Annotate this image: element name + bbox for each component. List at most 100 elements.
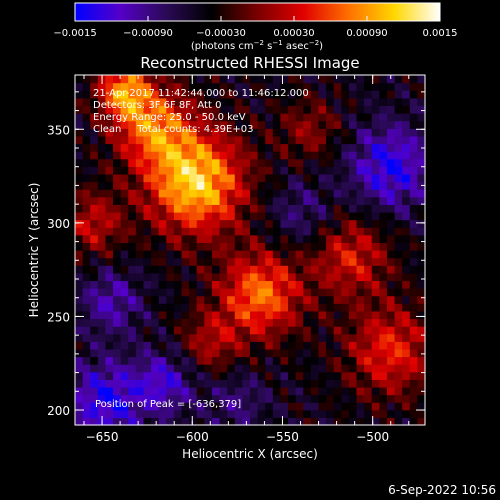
heatmap-cell	[356, 310, 365, 320]
heatmap-cell	[97, 257, 107, 266]
heatmap-cell	[75, 280, 84, 289]
heatmap-cell	[333, 257, 342, 266]
heatmap-cell	[310, 181, 320, 190]
heatmap-cell	[113, 234, 122, 243]
heatmap-cell	[166, 181, 175, 190]
heatmap-cell	[166, 288, 175, 297]
heatmap-cell	[394, 181, 403, 190]
heatmap-cell	[97, 204, 107, 213]
heatmap-cell	[105, 196, 114, 205]
heatmap-cell	[303, 128, 312, 137]
heatmap-cell	[173, 97, 183, 107]
heatmap-cell	[310, 379, 320, 388]
heatmap-cell	[394, 265, 403, 274]
heatmap-cell	[158, 135, 167, 145]
heatmap-cell	[189, 364, 198, 373]
heatmap-cell	[394, 394, 403, 403]
heatmap-cell	[326, 173, 335, 183]
heatmap-cell	[158, 234, 167, 243]
heatmap-cell	[402, 158, 411, 167]
heatmap-cell	[242, 318, 251, 327]
heatmap-cell	[90, 75, 99, 84]
heatmap-cell	[341, 143, 350, 152]
heatmap-cell	[257, 97, 266, 107]
heatmap-cell	[196, 211, 205, 221]
heatmap-cell	[379, 234, 388, 243]
heatmap-cell	[318, 227, 327, 236]
heatmap-cell	[128, 128, 137, 137]
heatmap-cell	[288, 379, 297, 388]
heatmap-cell	[326, 371, 335, 380]
heatmap-cell	[379, 303, 388, 312]
heatmap-cell	[90, 379, 99, 388]
heatmap-cell	[105, 371, 114, 380]
heatmap-cell	[318, 402, 327, 411]
heatmap-cell	[211, 227, 221, 236]
heatmap-cell	[371, 379, 380, 388]
heatmap-cell	[295, 310, 304, 320]
heatmap-cell	[82, 242, 91, 251]
heatmap-cell	[272, 105, 282, 114]
heatmap-cell	[120, 310, 129, 320]
heatmap-cell	[151, 394, 160, 403]
heatmap-cell	[295, 227, 304, 236]
heatmap-cell	[242, 280, 251, 289]
heatmap-cell	[105, 113, 114, 122]
heatmap-cell	[158, 356, 167, 365]
heatmap-cell	[196, 272, 205, 282]
heatmap-cell	[371, 341, 380, 350]
heatmap-cell	[181, 158, 190, 167]
heatmap-cell	[341, 204, 350, 213]
heatmap-cell	[173, 250, 183, 259]
heatmap-cell	[242, 326, 251, 335]
heatmap-cell	[288, 82, 297, 91]
heatmap-cell	[356, 280, 365, 289]
heatmap-cell	[75, 189, 84, 198]
heatmap-cell	[265, 211, 274, 221]
heatmap-cell	[257, 189, 266, 198]
heatmap-cell	[151, 234, 160, 243]
heatmap-cell	[280, 143, 289, 152]
heatmap-cell	[402, 204, 411, 213]
heatmap-cell	[135, 417, 145, 426]
heatmap-cell	[280, 356, 289, 365]
heatmap-cell	[417, 128, 426, 137]
heatmap-cell	[341, 113, 350, 122]
heatmap-cell	[143, 181, 152, 190]
heatmap-cell	[90, 364, 99, 373]
heatmap-cell	[326, 348, 335, 358]
heatmap-cell	[386, 173, 396, 183]
heatmap-cell	[348, 326, 358, 335]
heatmap-cell	[280, 348, 289, 358]
heatmap-cell	[143, 219, 152, 228]
heatmap-cell	[211, 265, 221, 274]
heatmap-cell	[341, 371, 350, 380]
heatmap-cell	[135, 371, 145, 380]
heatmap-cell	[257, 158, 266, 167]
heatmap-cell	[120, 113, 129, 122]
heatmap-cell	[250, 341, 259, 350]
heatmap-cell	[97, 356, 107, 365]
heatmap-cell	[204, 310, 213, 320]
heatmap-cell	[120, 318, 129, 327]
heatmap-cell	[272, 181, 282, 190]
heatmap-cell	[364, 402, 373, 411]
heatmap-cell	[204, 97, 213, 107]
heatmap-cell	[394, 333, 403, 342]
heatmap-cell	[280, 181, 289, 190]
heatmap-cell	[371, 318, 380, 327]
heatmap-cell	[173, 196, 183, 205]
heatmap-cell	[135, 158, 145, 167]
heatmap-cell	[135, 113, 145, 122]
heatmap-cell	[196, 143, 205, 152]
heatmap-cell	[326, 97, 335, 107]
heatmap-cell	[120, 189, 129, 198]
heatmap-cell	[295, 75, 304, 84]
heatmap-cell	[280, 135, 289, 145]
heatmap-cell	[128, 113, 137, 122]
heatmap-cell	[341, 189, 350, 198]
info-detectors: Detectors: 3F 6F 8F, Att 0	[93, 100, 221, 111]
heatmap-cell	[303, 151, 312, 160]
heatmap-cell	[333, 402, 342, 411]
heatmap-cell	[158, 272, 167, 282]
